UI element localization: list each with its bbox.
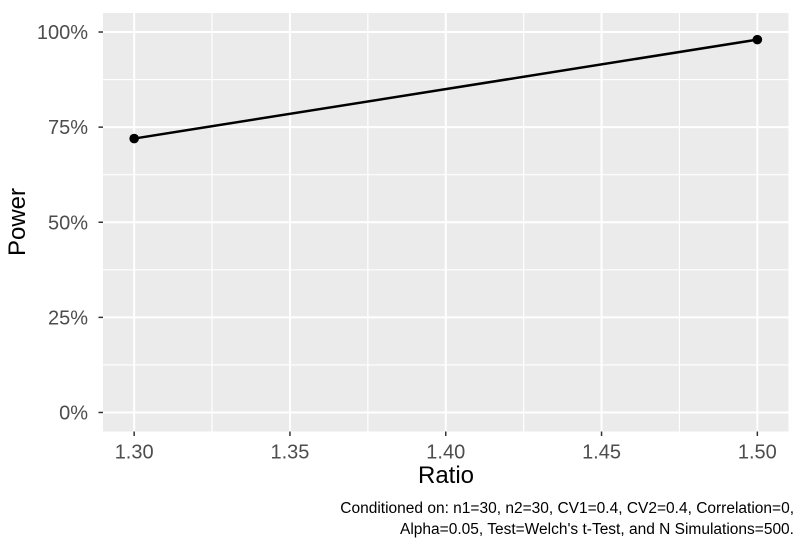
x-tick-label: 1.30	[115, 442, 154, 464]
x-tick-label: 1.35	[270, 442, 309, 464]
x-tick-label: 1.50	[738, 442, 777, 464]
x-tick-label: 1.40	[426, 442, 465, 464]
y-tick-label: 50%	[48, 212, 88, 234]
y-tick-label: 75%	[48, 117, 88, 139]
x-tick-label: 1.45	[582, 442, 621, 464]
plot-caption: Conditioned on: n1=30, n2=30, CV1=0.4, C…	[340, 498, 794, 540]
y-tick-label: 100%	[37, 22, 88, 44]
x-axis-title: Ratio	[417, 462, 475, 489]
y-tick-label: 0%	[59, 402, 88, 424]
y-tick-label: 25%	[48, 307, 88, 329]
caption-line-2: Alpha=0.05, Test=Welch's t-Test, and N S…	[400, 521, 794, 538]
y-axis-title: Power	[4, 187, 31, 257]
data-point	[752, 34, 763, 45]
data-point	[129, 133, 139, 144]
power-line	[132, 38, 759, 140]
caption-line-1: Conditioned on: n1=30, n2=30, CV1=0.4, C…	[340, 500, 794, 517]
